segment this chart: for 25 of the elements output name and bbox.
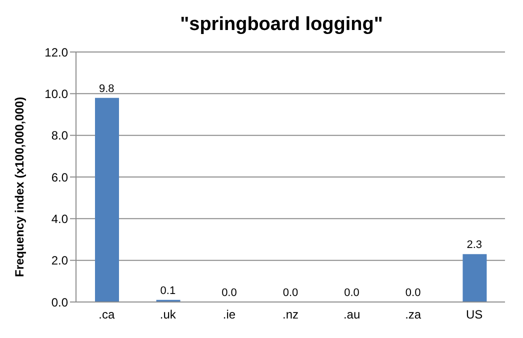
y-axis-title: Frequency index (x100,000,000)	[12, 96, 26, 277]
data-label: 0.0	[344, 287, 360, 299]
bar	[95, 98, 119, 302]
data-label: 9.8	[98, 82, 114, 95]
y-tick-label: 4.0	[51, 212, 68, 226]
y-tick-label: 8.0	[51, 128, 68, 143]
data-label: 0.0	[282, 287, 298, 299]
x-tick-label: .ie	[222, 308, 236, 322]
data-label: 0.0	[222, 287, 237, 299]
y-tick-label: 6.0	[51, 170, 68, 184]
bar	[462, 254, 487, 302]
x-tick-label: US	[466, 308, 483, 322]
x-tick-label: .za	[405, 308, 422, 322]
x-tick-label: .ca	[98, 308, 115, 322]
x-tick-label: .nz	[282, 308, 299, 322]
x-tick-label: .au	[343, 308, 360, 322]
y-tick-label: 10.0	[44, 86, 68, 101]
x-tick-label: .uk	[160, 308, 177, 322]
chart-title: "springboard logging"	[179, 13, 384, 37]
data-label: 0.1	[160, 284, 176, 297]
y-tick-label: 2.0	[51, 254, 68, 268]
data-label: 0.0	[405, 287, 421, 299]
data-label: 2.3	[466, 239, 482, 252]
y-tick-label: 0.0	[51, 295, 68, 310]
y-tick-label: 12.0	[44, 45, 68, 60]
